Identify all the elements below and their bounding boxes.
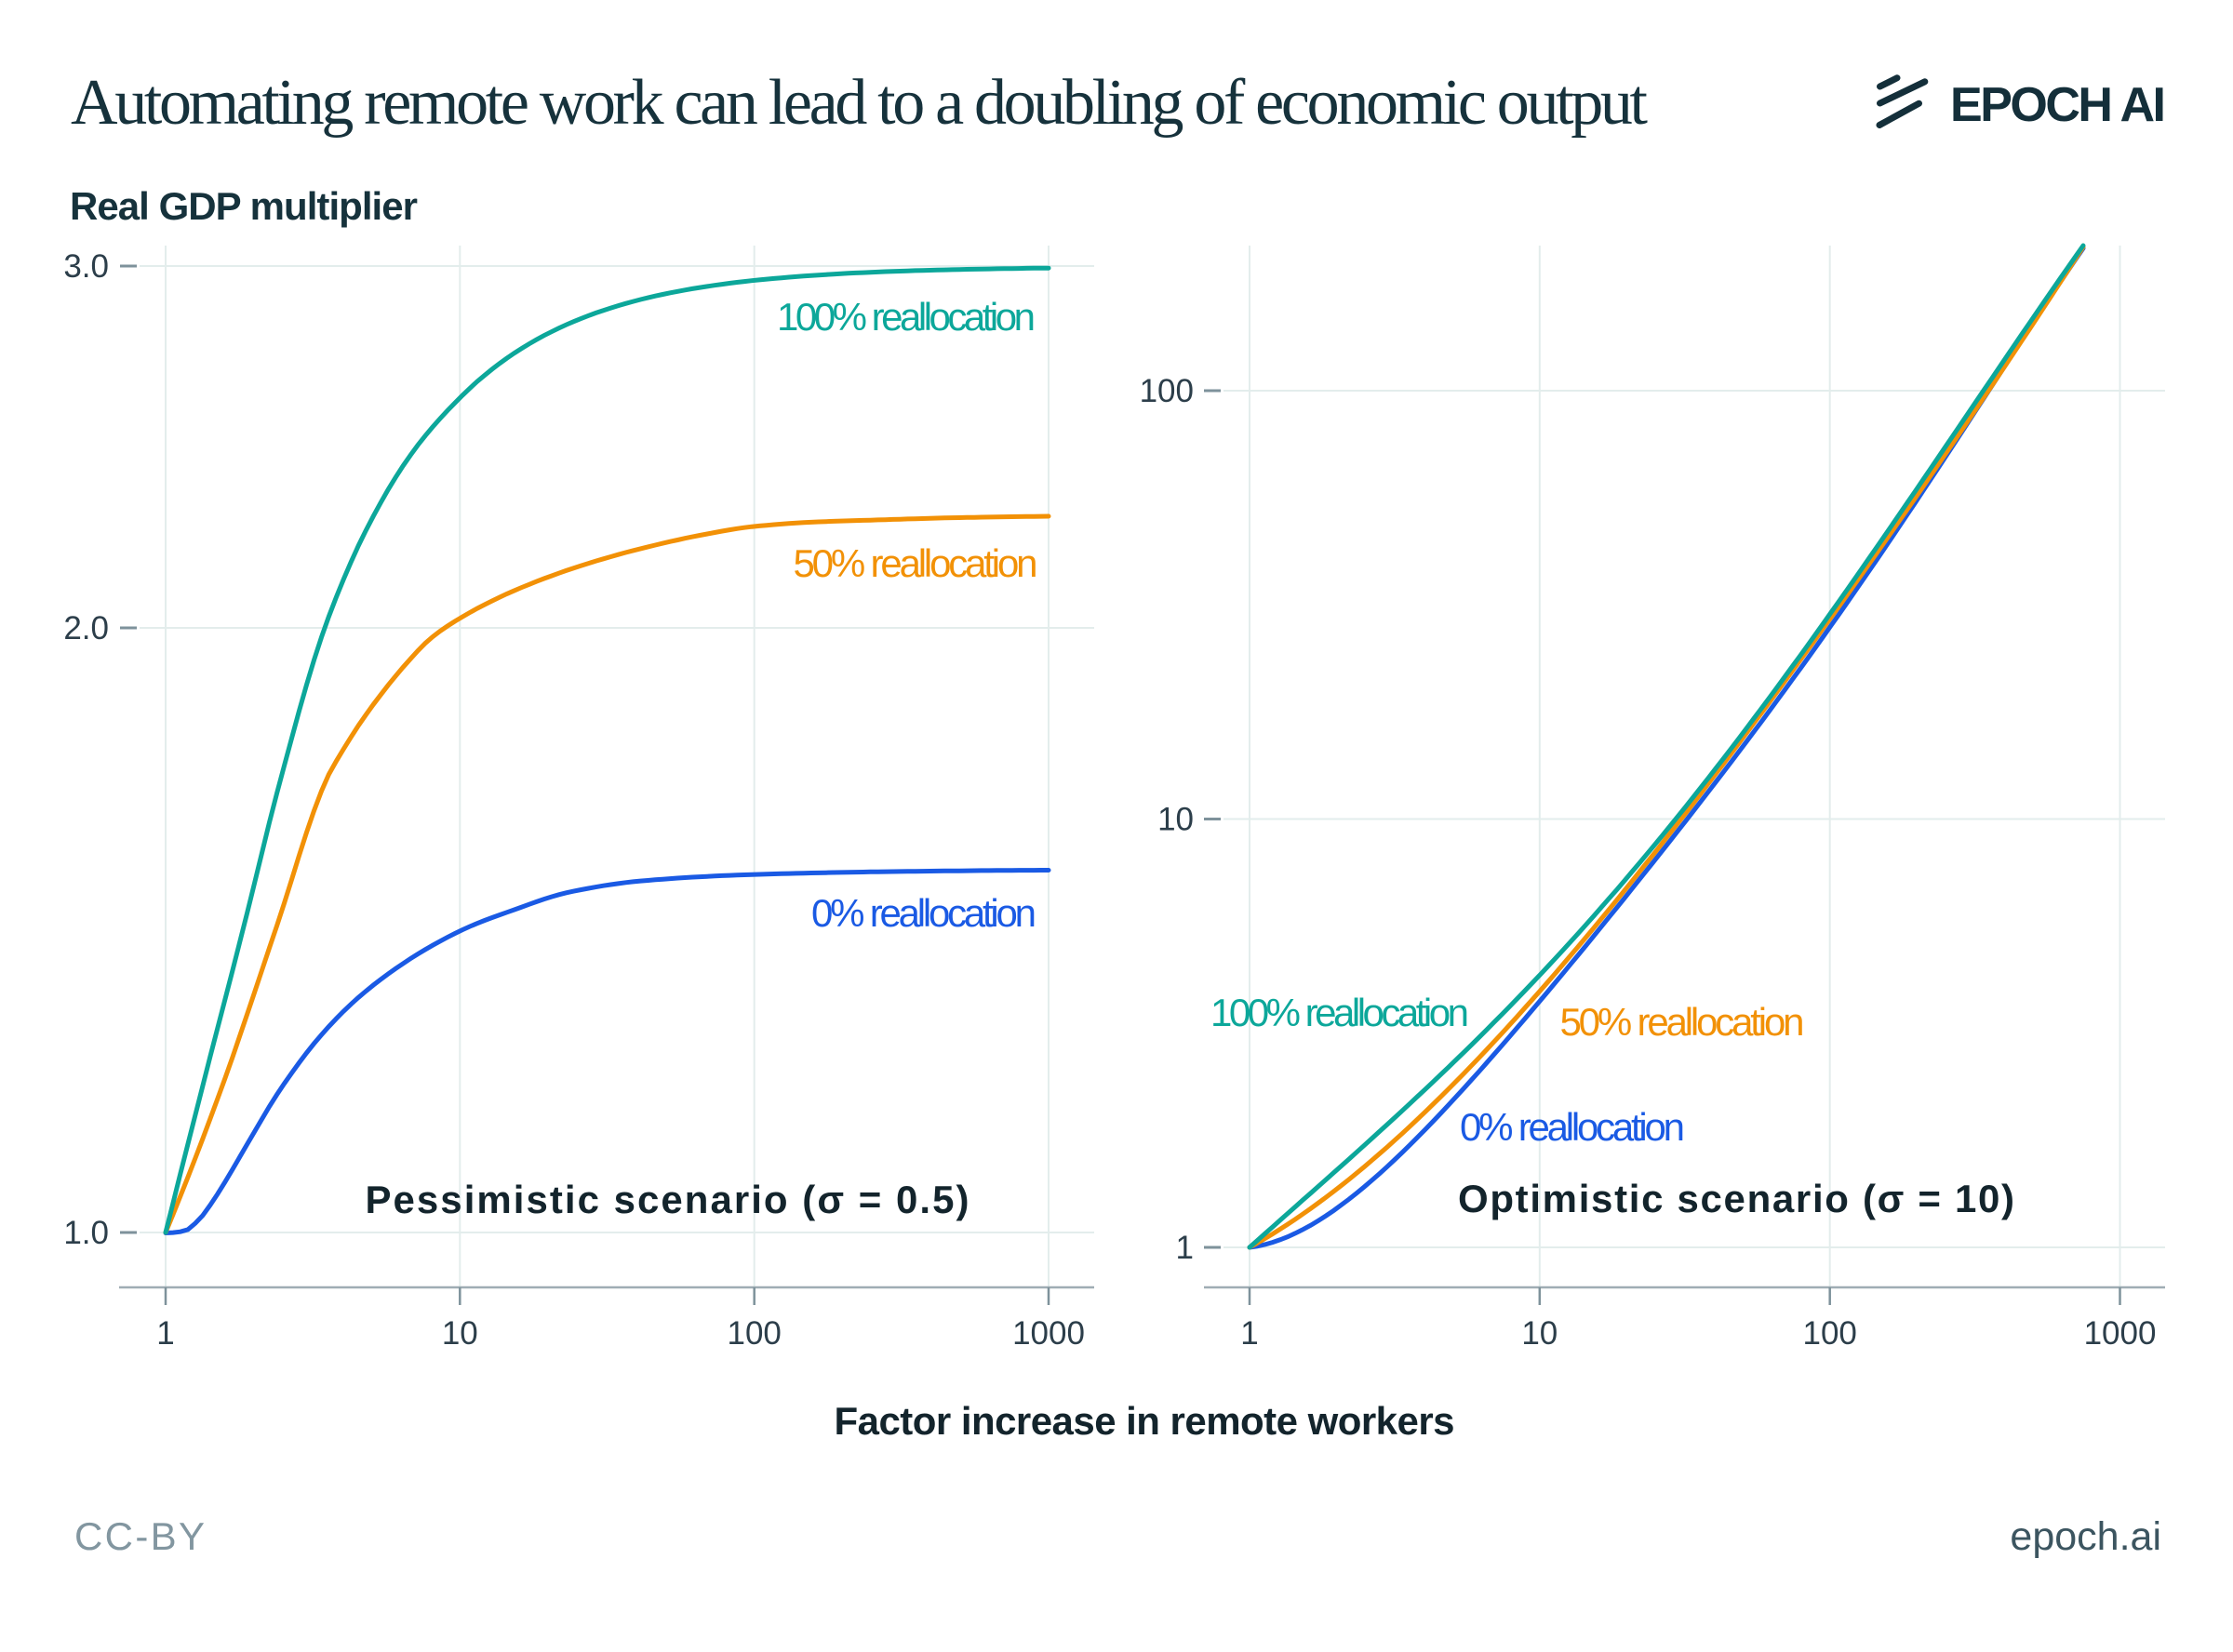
svg-text:Automating remote work can lea: Automating remote work can lead to a dou… bbox=[71, 67, 1649, 139]
svg-text:50% reallocation: 50% reallocation bbox=[1560, 1000, 1805, 1044]
svg-text:Optimistic scenario (σ = 10): Optimistic scenario (σ = 10) bbox=[1458, 1177, 2014, 1220]
svg-text:1: 1 bbox=[1176, 1230, 1194, 1266]
svg-text:100: 100 bbox=[1802, 1315, 1856, 1352]
svg-text:1: 1 bbox=[156, 1315, 174, 1352]
svg-text:1000: 1000 bbox=[1012, 1315, 1085, 1352]
svg-text:epoch.ai: epoch.ai bbox=[2010, 1514, 2161, 1559]
svg-text:100% reallocation: 100% reallocation bbox=[1210, 991, 1469, 1034]
svg-text:1000: 1000 bbox=[2084, 1315, 2157, 1352]
svg-text:3.0: 3.0 bbox=[63, 248, 109, 285]
svg-text:Real GDP multiplier: Real GDP multiplier bbox=[70, 184, 418, 228]
svg-text:EPOCH AI: EPOCH AI bbox=[1950, 78, 2166, 132]
svg-text:10: 10 bbox=[1157, 802, 1194, 838]
svg-text:2.0: 2.0 bbox=[63, 610, 109, 646]
svg-text:100: 100 bbox=[727, 1315, 781, 1352]
svg-text:1: 1 bbox=[1240, 1315, 1258, 1352]
svg-text:Pessimistic scenario (σ = 0.5): Pessimistic scenario (σ = 0.5) bbox=[366, 1178, 969, 1221]
svg-text:100% reallocation: 100% reallocation bbox=[777, 295, 1036, 339]
svg-text:1.0: 1.0 bbox=[63, 1215, 109, 1251]
svg-text:50% reallocation: 50% reallocation bbox=[794, 541, 1038, 585]
svg-text:10: 10 bbox=[1521, 1315, 1558, 1352]
svg-text:0% reallocation: 0% reallocation bbox=[811, 891, 1036, 935]
svg-text:Factor increase in remote work: Factor increase in remote workers bbox=[835, 1399, 1455, 1443]
svg-text:10: 10 bbox=[442, 1315, 478, 1352]
svg-text:CC-BY: CC-BY bbox=[74, 1514, 205, 1558]
svg-text:0% reallocation: 0% reallocation bbox=[1460, 1105, 1685, 1149]
svg-text:100: 100 bbox=[1140, 373, 1194, 409]
